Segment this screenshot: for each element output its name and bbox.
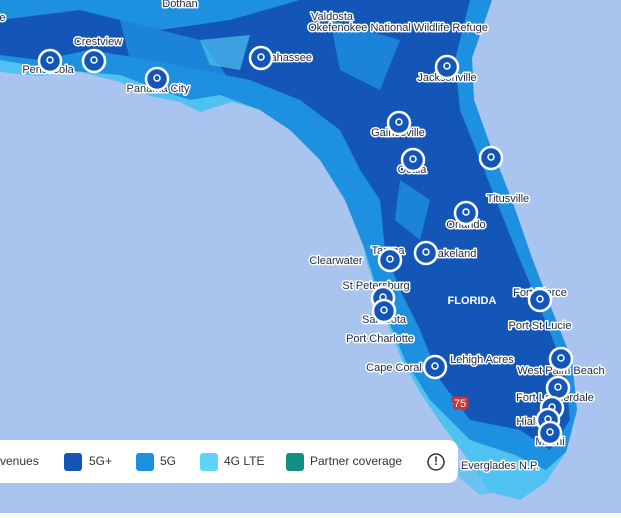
info-icon-text[interactable]: !: [434, 454, 438, 468]
venue-pin: [248, 45, 274, 71]
venue-pin: [400, 147, 426, 173]
legend-swatch: [200, 453, 218, 471]
venue-pin: [37, 48, 63, 74]
venue-pin: [527, 287, 553, 313]
venue-pin: [144, 66, 170, 92]
city-label: 75: [454, 398, 466, 410]
venue-pin: [422, 354, 448, 380]
venue-pin-dot: [46, 56, 54, 64]
venue-pin-dot: [431, 362, 439, 370]
venue-pin-dot: [546, 428, 554, 436]
venue-pin: [548, 346, 574, 372]
city-label: Port Charlotte: [346, 333, 414, 345]
legend-swatch: [136, 453, 154, 471]
venue-pin-dot: [487, 153, 495, 161]
venue-pin-dot: [554, 383, 562, 391]
city-label: Valdosta: [311, 11, 354, 23]
city-label: FLORIDA: [448, 295, 497, 307]
legend-label: 4G LTE: [224, 454, 264, 468]
city-label: Lehigh Acres: [450, 354, 514, 366]
venue-pin-dot: [422, 248, 430, 256]
venue-pin-dot: [443, 62, 451, 70]
venue-pin-dot: [536, 295, 544, 303]
city-label: Clearwater: [309, 255, 363, 267]
venue-pin-dot: [257, 53, 265, 61]
venue-pin: [453, 200, 479, 226]
venue-pin-dot: [409, 155, 417, 163]
venue-pin: [81, 48, 107, 74]
city-label: Cape Coral: [366, 362, 422, 374]
city-label: Everglades N.P.: [461, 460, 539, 472]
venue-pin-dot: [90, 56, 98, 64]
city-label: St Petersburg: [342, 280, 409, 292]
venue-pin-dot: [462, 208, 470, 216]
venue-pin: [545, 375, 571, 401]
venue-pin: [434, 54, 460, 80]
venue-pin: [413, 240, 439, 266]
venue-pin-dot: [386, 255, 394, 263]
city-label: Lakeland: [432, 248, 477, 260]
venue-pin: [377, 247, 403, 273]
city-label: ile: [0, 12, 6, 24]
city-label: Titusville: [487, 193, 529, 205]
city-label: Dothan: [162, 0, 197, 10]
city-label: Port St Lucie: [509, 320, 572, 332]
legend-swatch: [64, 453, 82, 471]
legend-swatch: [286, 453, 304, 471]
city-label: Crestview: [74, 36, 122, 48]
venue-pin-dot: [153, 74, 161, 82]
legend: venues 5G+ 5G 4G LTE Partner coverage !: [0, 440, 458, 483]
land-5g-plus: [0, 0, 570, 450]
legend-label: Partner coverage: [310, 454, 402, 468]
legend-label: 5G: [160, 454, 176, 468]
venue-pin: [537, 420, 563, 446]
city-label: Okefenokee National Wildlife Refuge: [308, 22, 488, 34]
venue-pin: [371, 298, 397, 324]
venue-pin-dot: [380, 306, 388, 314]
venue-pin: [478, 145, 504, 171]
legend-label: 5G+: [89, 454, 112, 468]
land-5g-patches: [120, 20, 430, 240]
venue-pin-dot: [557, 354, 565, 362]
venue-pin: [386, 110, 412, 136]
venue-pin-dot: [395, 118, 403, 126]
legend-box: [0, 440, 458, 483]
legend-label: venues: [0, 454, 39, 468]
info-icon[interactable]: [427, 453, 445, 471]
